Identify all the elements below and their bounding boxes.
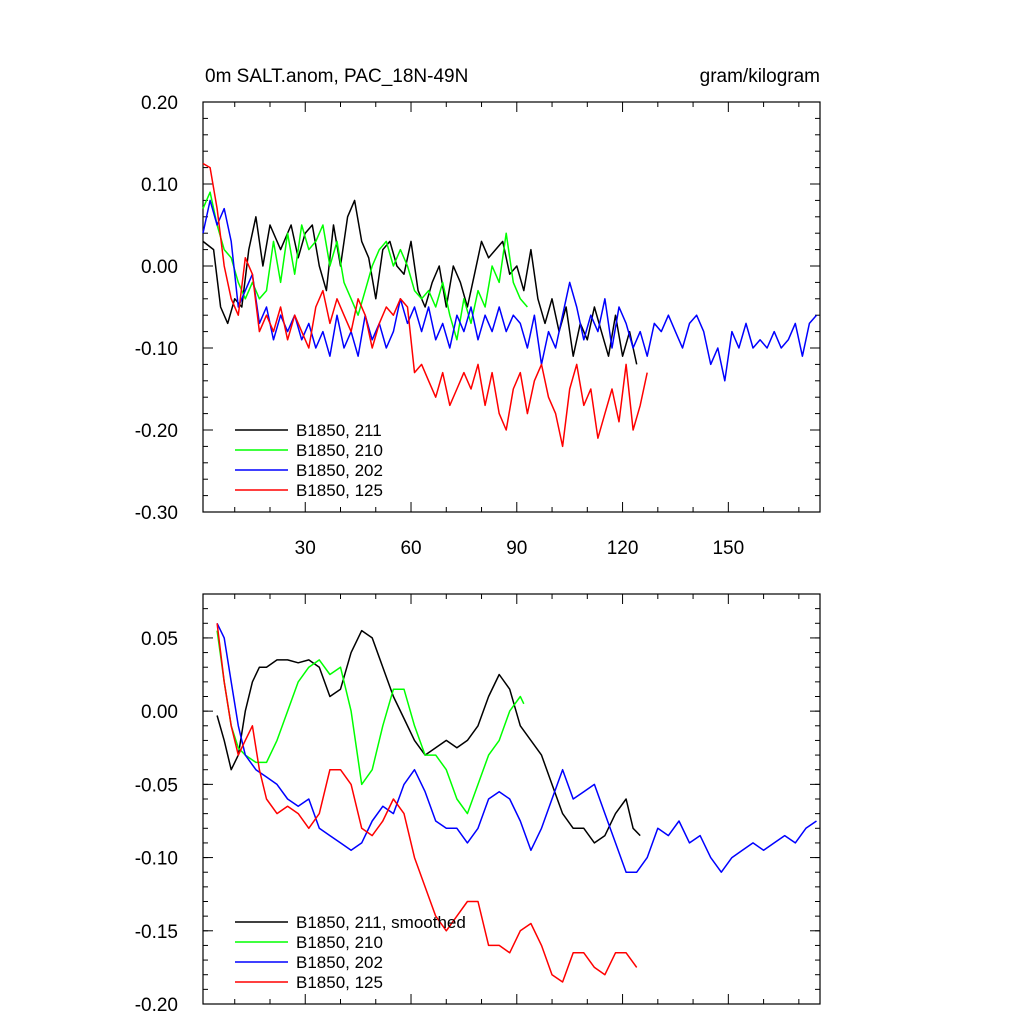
x-tick-label: 150 <box>712 538 744 559</box>
y-tick-label: -0.15 <box>135 922 178 943</box>
y-tick-label: 0.05 <box>141 629 178 650</box>
plot-frame <box>202 101 821 513</box>
y-tick-label: -0.20 <box>135 995 178 1016</box>
legend-label: B1850, 210 <box>296 441 383 460</box>
series-line <box>202 199 638 365</box>
y-tick-label: 0.10 <box>141 175 178 196</box>
series-line <box>202 199 818 382</box>
legend-label: B1850, 202 <box>296 461 383 480</box>
legend-label: B1850, 125 <box>296 973 383 992</box>
legend-label: B1850, 211, smoothed <box>296 913 466 932</box>
x-tick-label: 90 <box>506 538 527 559</box>
units-label: gram/kilogram <box>700 66 820 87</box>
series-line <box>202 191 528 341</box>
x-tick-label: 120 <box>607 538 639 559</box>
legend-label: B1850, 202 <box>296 953 383 972</box>
series-line <box>216 629 641 844</box>
y-tick-label: -0.20 <box>135 421 178 442</box>
series-line <box>216 622 817 873</box>
y-tick-label: -0.30 <box>135 503 178 524</box>
y-tick-label: -0.05 <box>135 775 178 796</box>
series-line <box>216 623 638 983</box>
x-tick-label: 30 <box>295 538 316 559</box>
chart-title: 0m SALT.anom, PAC_18N-49N <box>205 66 468 87</box>
y-tick-label: 0.00 <box>141 702 178 723</box>
series-line <box>202 162 648 448</box>
legend-label: B1850, 125 <box>296 481 383 500</box>
legend-label: B1850, 210 <box>296 933 383 952</box>
legend-label: B1850, 211 <box>296 421 382 440</box>
top-panel-raw-anomaly: 0m SALT.anom, PAC_18N-49N gram/kilogram … <box>135 66 821 559</box>
y-tick-label: 0.20 <box>141 93 178 114</box>
y-tick-label: -0.10 <box>135 339 178 360</box>
x-tick-label: 60 <box>400 538 421 559</box>
bottom-panel-smoothed-anomaly: 0.05 0.00 -0.05 -0.10 -0.15 -0.20 B1850, 211, … <box>135 593 821 1016</box>
y-tick-label: -0.10 <box>135 849 178 870</box>
y-tick-label: 0.00 <box>141 257 178 278</box>
